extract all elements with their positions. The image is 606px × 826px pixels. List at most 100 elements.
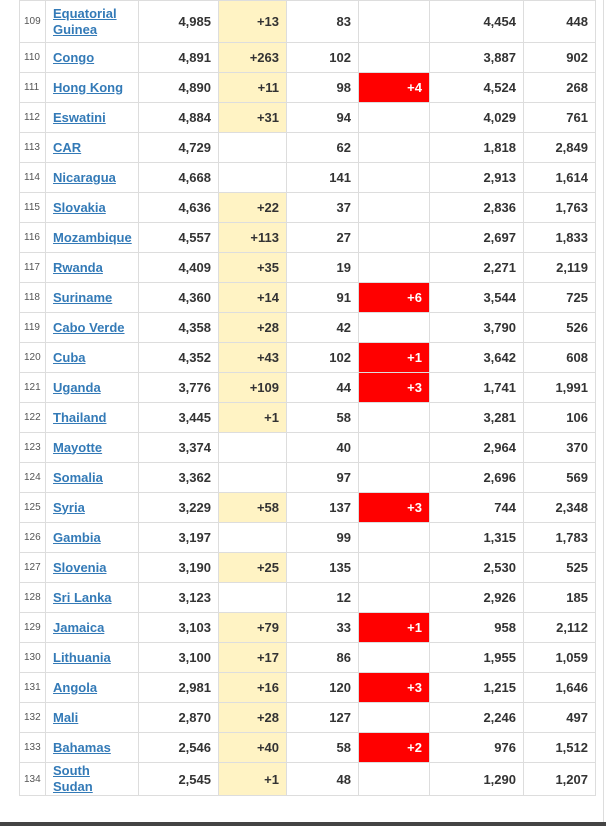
rank-cell: 121 [19,372,46,403]
country-link[interactable]: Cuba [45,342,139,373]
new-cases-cell: +1 [218,402,287,433]
country-name-link[interactable]: Slovakia [53,199,106,215]
new-cases-cell: +79 [218,612,287,643]
table-row: 112 Eswatini 4,884 +31 94 4,029 761 [19,102,596,133]
new-deaths-cell: +1 [358,612,430,643]
country-name-link[interactable]: Angola [53,679,98,695]
new-cases-cell [218,432,287,463]
rank-cell: 115 [19,192,46,223]
country-name-link[interactable]: Mayotte [53,439,103,455]
country-name-link[interactable]: Sri Lanka [53,589,112,605]
country-link[interactable]: Somalia [45,462,139,493]
country-link[interactable]: Nicaragua [45,162,139,193]
country-link[interactable]: Syria [45,492,139,523]
country-link[interactable]: Angola [45,672,139,703]
country-link[interactable]: Equatorial Guinea [45,0,139,43]
country-name-link[interactable]: CAR [53,139,82,155]
total-deaths-cell: 48 [286,762,359,796]
new-cases-cell: +11 [218,72,287,103]
total-deaths-cell: 98 [286,72,359,103]
country-name-link[interactable]: Jamaica [53,619,105,635]
new-cases-cell: +35 [218,252,287,283]
country-link[interactable]: Thailand [45,402,139,433]
total-cases-cell: 4,557 [138,222,219,253]
table-row: 115 Slovakia 4,636 +22 37 2,836 1,763 [19,192,596,223]
country-link[interactable]: Congo [45,42,139,73]
total-cases-cell: 4,985 [138,0,219,43]
active-cases-cell: 1,833 [523,222,596,253]
country-name-link[interactable]: Nicaragua [53,169,116,185]
total-recovered-cell: 1,215 [429,672,524,703]
active-cases-cell: 185 [523,582,596,613]
country-link[interactable]: Lithuania [45,642,139,673]
country-name-link[interactable]: Suriname [53,289,113,305]
total-deaths-cell: 42 [286,312,359,343]
country-name-link[interactable]: Cuba [53,349,86,365]
country-name-link[interactable]: Uganda [53,379,101,395]
rank-cell: 113 [19,132,46,163]
new-deaths-cell [358,702,430,733]
active-cases-cell: 370 [523,432,596,463]
total-cases-cell: 2,546 [138,732,219,763]
country-name-link[interactable]: Thailand [53,409,107,425]
country-name-link[interactable]: South Sudan [53,763,93,794]
country-link[interactable]: Hong Kong [45,72,139,103]
country-link[interactable]: Bahamas [45,732,139,763]
total-deaths-cell: 94 [286,102,359,133]
country-link[interactable]: Cabo Verde [45,312,139,343]
country-name-link[interactable]: Rwanda [53,259,103,275]
total-deaths-cell: 102 [286,342,359,373]
total-cases-cell: 4,729 [138,132,219,163]
country-link[interactable]: Slovakia [45,192,139,223]
rank-cell: 129 [19,612,46,643]
country-link[interactable]: Mozambique [45,222,139,253]
total-cases-cell: 3,190 [138,552,219,583]
country-name-link[interactable]: Slovenia [53,559,107,575]
country-link[interactable]: Uganda [45,372,139,403]
country-name-link[interactable]: Mali [53,709,79,725]
country-name-link[interactable]: Equatorial Guinea [53,5,117,37]
table-row: 118 Suriname 4,360 +14 91 +6 3,544 725 [19,282,596,313]
country-name-link[interactable]: Lithuania [53,649,111,665]
country-name-link[interactable]: Bahamas [53,739,111,755]
country-name-link[interactable]: Mozambique [53,229,132,245]
rank-cell: 118 [19,282,46,313]
country-name-link[interactable]: Gambia [53,529,101,545]
country-link[interactable]: Sri Lanka [45,582,139,613]
new-cases-cell: +263 [218,42,287,73]
country-link[interactable]: Gambia [45,522,139,553]
country-link[interactable]: Mayotte [45,432,139,463]
country-link[interactable]: Mali [45,702,139,733]
active-cases-cell: 497 [523,702,596,733]
active-cases-cell: 902 [523,42,596,73]
table-row: 131 Angola 2,981 +16 120 +3 1,215 1,646 [19,672,596,703]
active-cases-cell: 1,059 [523,642,596,673]
total-recovered-cell: 1,741 [429,372,524,403]
country-link[interactable]: Slovenia [45,552,139,583]
active-cases-cell: 526 [523,312,596,343]
rank-cell: 122 [19,402,46,433]
total-deaths-cell: 141 [286,162,359,193]
country-link[interactable]: CAR [45,132,139,163]
country-name-link[interactable]: Congo [53,49,95,65]
active-cases-cell: 106 [523,402,596,433]
country-link[interactable]: South Sudan [45,762,139,796]
table-row: 109 Equatorial Guinea 4,985 +13 83 4,454 448 [19,0,596,43]
country-link[interactable]: Suriname [45,282,139,313]
country-link[interactable]: Eswatini [45,102,139,133]
country-name-link[interactable]: Eswatini [53,109,106,125]
table-row: 123 Mayotte 3,374 40 2,964 370 [19,432,596,463]
total-recovered-cell: 2,697 [429,222,524,253]
new-deaths-cell [358,762,430,796]
country-name-link[interactable]: Somalia [53,469,103,485]
country-name-link[interactable]: Syria [53,499,85,515]
country-link[interactable]: Rwanda [45,252,139,283]
total-recovered-cell: 976 [429,732,524,763]
country-link[interactable]: Jamaica [45,612,139,643]
country-name-link[interactable]: Cabo Verde [53,319,125,335]
horizontal-scrollbar[interactable] [0,822,606,826]
rank-cell: 111 [19,72,46,103]
country-name-link[interactable]: Hong Kong [53,79,124,95]
rank-cell: 134 [19,762,46,796]
total-cases-cell: 4,891 [138,42,219,73]
